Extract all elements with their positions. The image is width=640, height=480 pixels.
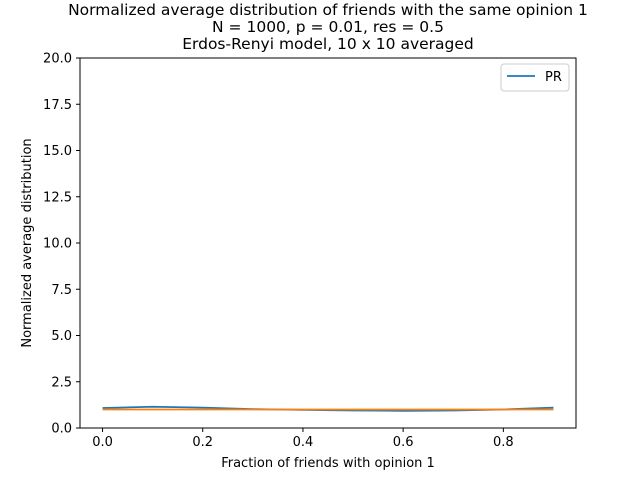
x-tick-label: 0.0 [92,435,113,450]
x-tick-label: 0.6 [393,435,414,450]
chart-title-line-3: Erdos-Renyi model, 10 x 10 averaged [182,35,474,53]
y-tick-label: 2.5 [51,375,72,390]
y-tick-label: 12.5 [43,190,72,205]
x-axis-ticks: 0.0 0.2 0.4 0.6 0.8 [92,428,514,450]
x-tick-label: 0.4 [293,435,314,450]
x-tick-label: 0.8 [493,435,514,450]
chart-title-line-2: N = 1000, p = 0.01, res = 0.5 [212,18,444,36]
chart-title-line-1: Normalized average distribution of frien… [68,1,588,19]
series-layer [102,405,554,412]
y-tick-label: 10.0 [43,237,72,252]
legend-label-pr: PR [545,70,562,85]
y-tick-label: 17.5 [43,98,72,113]
x-tick-label: 0.2 [192,435,213,450]
y-tick-label: 7.5 [51,283,72,298]
y-axis-ticks: 0.0 2.5 5.0 7.5 10.0 12.5 15.0 17.5 20.0 [43,52,80,437]
legend-box [500,63,570,92]
y-tick-label: 15.0 [43,144,72,159]
y-tick-label: 5.0 [51,329,72,344]
plot-frame [79,57,577,429]
legend: PR [500,63,570,92]
y-tick-label: 20.0 [43,52,72,67]
x-axis-label: Fraction of friends with opinion 1 [221,456,435,471]
y-tick-label: 0.0 [51,422,72,437]
y-axis-label: Normalized average distribution [20,138,35,347]
